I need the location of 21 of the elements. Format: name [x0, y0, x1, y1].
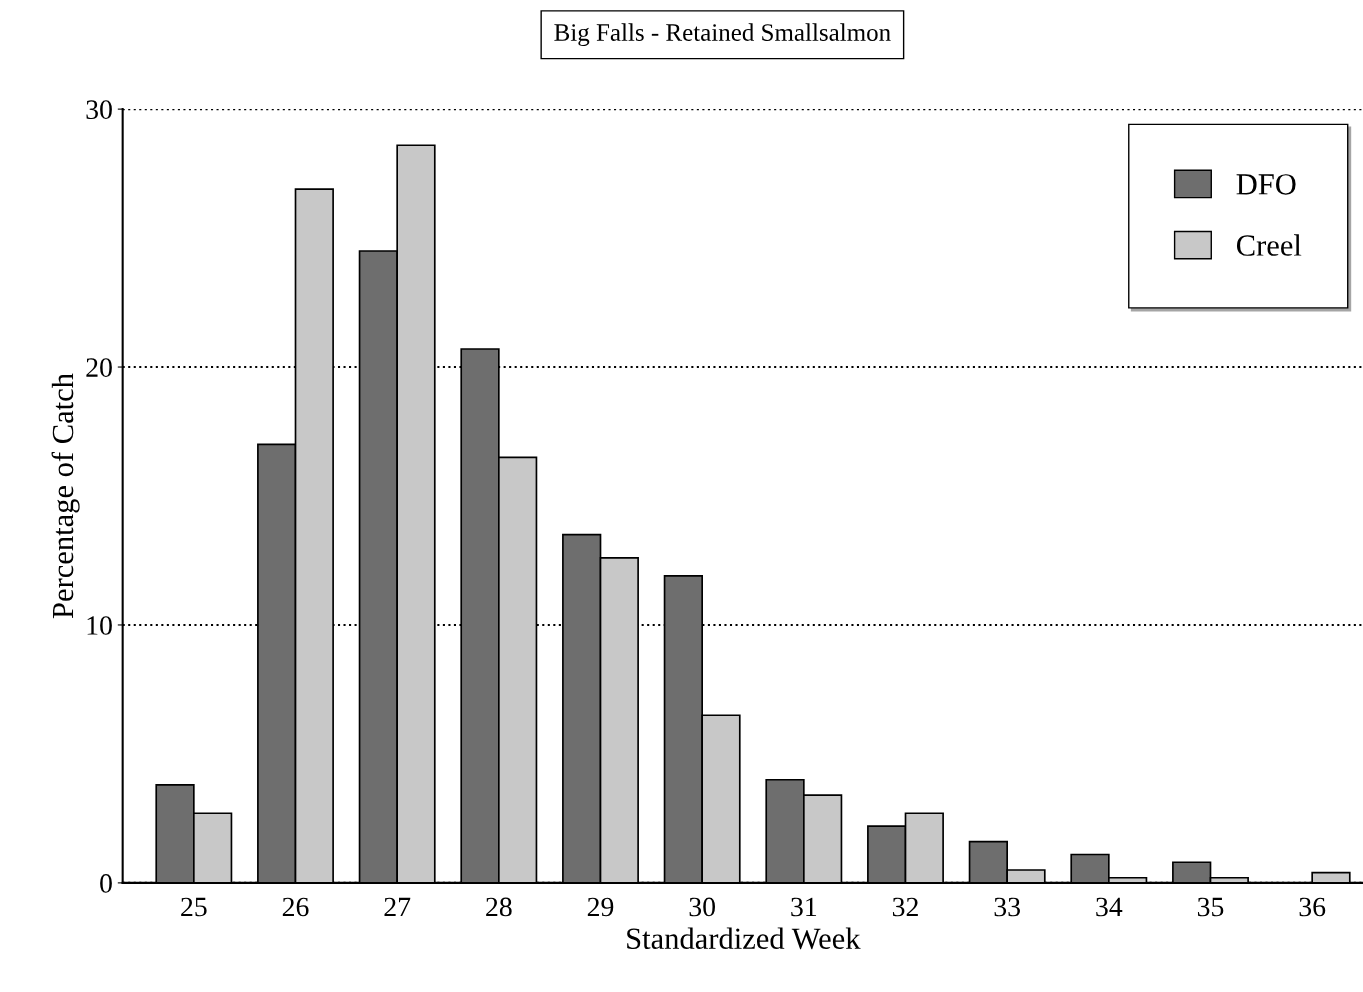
x-tick-label: 30	[689, 897, 715, 917]
y-tick-label: 10	[87, 616, 112, 635]
x-tick-label: 28	[486, 897, 512, 917]
y-tick-label: 30	[86, 100, 112, 120]
x-tick-label: 26	[282, 897, 309, 917]
x-tick-label: 27	[384, 897, 411, 917]
legend-label: DFO	[1236, 174, 1296, 195]
y-tick-label: 0	[100, 874, 112, 893]
x-tick-label: 32	[892, 897, 918, 917]
x-axis-title: Standardized Week	[627, 927, 861, 950]
chart-title: Big Falls - Retained Smallsalmon	[554, 23, 891, 47]
x-tick-label: 25	[181, 897, 207, 917]
x-tick-label: 34	[1096, 897, 1123, 917]
legend-label: Creel	[1236, 234, 1302, 256]
x-tick-label: 29	[587, 897, 614, 917]
x-tick-label: 33	[994, 897, 1020, 917]
y-tick-label: 20	[86, 358, 112, 377]
y-axis-title: Percentage of Catch	[51, 373, 80, 619]
x-tick-label: 36	[1299, 897, 1326, 917]
x-tick-label: 35	[1197, 897, 1224, 917]
x-tick-label: 31	[791, 897, 817, 917]
